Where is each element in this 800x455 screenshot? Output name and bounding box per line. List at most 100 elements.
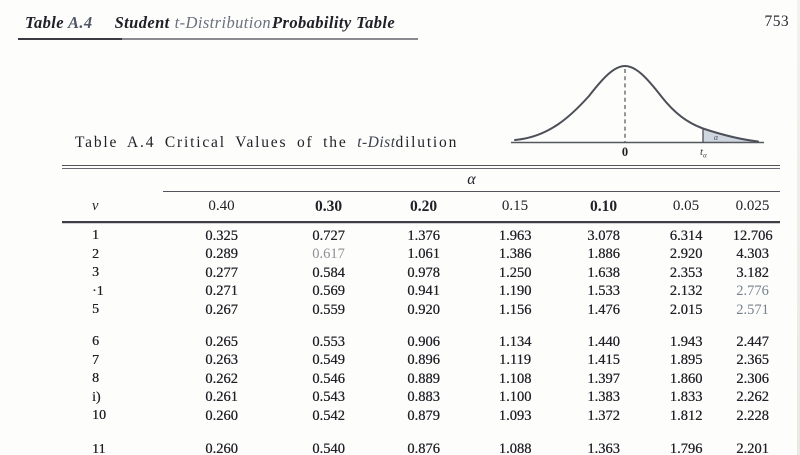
table-title-prefix: Table A.4 Critical Values of the bbox=[75, 134, 358, 151]
page-number: 753 bbox=[764, 13, 789, 30]
running-head-distribution: t-Distribution bbox=[174, 13, 272, 32]
t-value-cell: 6.314 bbox=[669, 227, 703, 244]
t-value-cell: 2.132 bbox=[669, 283, 703, 300]
shaded-tail-region bbox=[703, 128, 758, 143]
t-value-cell: 0.263 bbox=[205, 352, 238, 369]
t-value-cell: 1.250 bbox=[498, 264, 532, 281]
t-value-cell: 0.542 bbox=[312, 407, 345, 424]
running-head-probability-table: Probability Table bbox=[272, 13, 396, 32]
t-value-cell: 0.325 bbox=[205, 227, 238, 244]
t-value-cell: 1.533 bbox=[587, 283, 620, 300]
table-title-italic: t-Dist bbox=[357, 134, 396, 151]
t-value-cell: 0.546 bbox=[312, 370, 345, 387]
alpha-region-label: α bbox=[714, 133, 719, 142]
t-value-cell: 1.093 bbox=[498, 407, 532, 424]
t-value-cell: 1.061 bbox=[407, 246, 440, 263]
t-value-cell: 1.860 bbox=[669, 370, 703, 387]
t-value-cell: 2.262 bbox=[736, 389, 769, 406]
t-value-cell: 1.415 bbox=[587, 352, 620, 369]
running-head-table-word: Table bbox=[25, 13, 64, 32]
v-label: 6 bbox=[92, 334, 99, 350]
group-spacer-cell bbox=[62, 320, 780, 334]
t-value-cell: 0.289 bbox=[205, 246, 238, 263]
alpha-column-header: 0.15 bbox=[470, 192, 560, 224]
t-value-cell: 2.353 bbox=[669, 264, 703, 281]
table-row: 2 0.289 0.617 1.061 1.386 1.886 2.920 4.303 bbox=[62, 246, 780, 265]
alpha-column-header: 0.20 bbox=[377, 192, 470, 224]
t-value-cell: 4.303 bbox=[736, 246, 769, 263]
t-value-cell: 0.260 bbox=[205, 407, 238, 424]
running-head-a4: A.4 bbox=[67, 13, 93, 32]
v-label: 2 bbox=[92, 246, 99, 262]
page-edge-shading bbox=[797, 0, 800, 455]
t-value-cell: 0.261 bbox=[205, 389, 238, 406]
t-value-cell: 0.543 bbox=[312, 389, 345, 406]
table-row: 7 0.263 0.549 0.896 1.119 1.415 1.895 2.365 bbox=[62, 352, 780, 371]
table-row: 11 0.260 0.540 0.876 1.088 1.363 1.796 2.201 bbox=[62, 441, 780, 455]
t-value-cell: 2.571 bbox=[736, 301, 769, 318]
t-value-cell: 1.119 bbox=[498, 352, 532, 369]
table-row: 5 0.267 0.559 0.920 1.156 1.476 2.015 2.571 bbox=[62, 301, 780, 320]
t-value-cell: 2.015 bbox=[669, 301, 703, 318]
t-value-cell: 3.182 bbox=[736, 264, 769, 281]
t-value-cell: 0.540 bbox=[312, 441, 345, 455]
v-label: i) bbox=[92, 389, 101, 405]
t-value-cell: 1.812 bbox=[669, 407, 703, 424]
t-value-cell: 0.978 bbox=[407, 264, 440, 281]
alpha-column-header: 0.30 bbox=[280, 192, 377, 224]
t-value-cell: 12.706 bbox=[732, 227, 773, 244]
column-header-row: ν 0.40 0.30 0.20 0.15 0.10 0.05 0.025 bbox=[62, 192, 780, 224]
t-value-cell: 2.447 bbox=[736, 333, 769, 350]
t-value-cell: 1.363 bbox=[587, 441, 620, 455]
t-alpha-label: tα bbox=[700, 146, 707, 160]
t-value-cell: 0.260 bbox=[205, 441, 238, 455]
v-label: 7 bbox=[92, 352, 99, 368]
t-value-cell: 2.201 bbox=[736, 441, 769, 455]
table-top-rule bbox=[62, 165, 780, 170]
alpha-column-header: 0.40 bbox=[163, 192, 280, 224]
table-row: 6 0.265 0.553 0.906 1.134 1.440 1.943 2.447 bbox=[62, 333, 780, 352]
group-spacer-row bbox=[62, 426, 780, 441]
v-column-header: ν bbox=[62, 192, 163, 224]
t-value-cell: 1.100 bbox=[498, 389, 532, 406]
t-value-cell: 1.943 bbox=[669, 333, 703, 350]
t-value-cell: 0.879 bbox=[407, 407, 440, 424]
running-head: Table A.4 Student t-DistributionProbability… bbox=[25, 13, 795, 33]
table-row: 10 0.260 0.542 0.879 1.093 1.372 1.812 2.228 bbox=[62, 407, 780, 426]
t-value-cell: 0.553 bbox=[312, 333, 345, 350]
t-value-cell: 0.569 bbox=[312, 283, 345, 300]
t-table-body: 1 0.325 0.727 1.376 1.963 3.078 6.314 12.706 2 0.… bbox=[62, 222, 780, 455]
t-value-cell: 0.920 bbox=[407, 301, 440, 318]
t-value-cell: 1.476 bbox=[587, 301, 620, 318]
table-title-suffix: dilution bbox=[395, 134, 459, 151]
bell-curve bbox=[514, 64, 759, 143]
t-value-cell: 0.584 bbox=[312, 264, 345, 281]
t-value-cell: 1.397 bbox=[587, 370, 620, 387]
t-value-cell: 1.440 bbox=[587, 333, 620, 350]
t-value-cell: 0.896 bbox=[407, 352, 440, 369]
v-label: 11 bbox=[92, 441, 106, 455]
t-value-cell: 1.108 bbox=[498, 370, 532, 387]
t-value-cell: 2.306 bbox=[736, 370, 769, 387]
running-head-student: Student bbox=[114, 13, 170, 32]
table-row: i) 0.261 0.543 0.883 1.100 1.383 1.833 2.262 bbox=[62, 389, 780, 408]
t-value-cell: 0.906 bbox=[407, 333, 440, 350]
table-row: 3 0.277 0.584 0.978 1.250 1.638 2.353 3.182 bbox=[62, 264, 780, 283]
t-value-cell: 0.559 bbox=[312, 301, 345, 318]
t-value-cell: 0.549 bbox=[312, 352, 345, 369]
t-value-cell: 0.727 bbox=[312, 227, 345, 244]
t-value-cell: 0.941 bbox=[407, 283, 440, 300]
critical-values-table: Table A.4 Critical Values of the t-Distd… bbox=[62, 134, 780, 455]
t-value-cell: 1.386 bbox=[498, 246, 532, 263]
t-value-cell: 1.638 bbox=[587, 264, 620, 281]
table-row: 8 0.262 0.546 0.889 1.108 1.397 1.860 2.306 bbox=[62, 370, 780, 389]
t-value-cell: 0.267 bbox=[205, 301, 238, 318]
t-value-cell: 0.271 bbox=[205, 283, 238, 300]
t-value-cell: 0.617 bbox=[312, 246, 345, 263]
t-value-cell: 2.228 bbox=[736, 407, 769, 424]
t-value-cell: 2.365 bbox=[736, 352, 769, 369]
table-title: Table A.4 Critical Values of the t-Distd… bbox=[62, 134, 780, 156]
v-label: 5 bbox=[92, 302, 99, 318]
t-distribution-figure: α 0 tα bbox=[511, 64, 764, 160]
